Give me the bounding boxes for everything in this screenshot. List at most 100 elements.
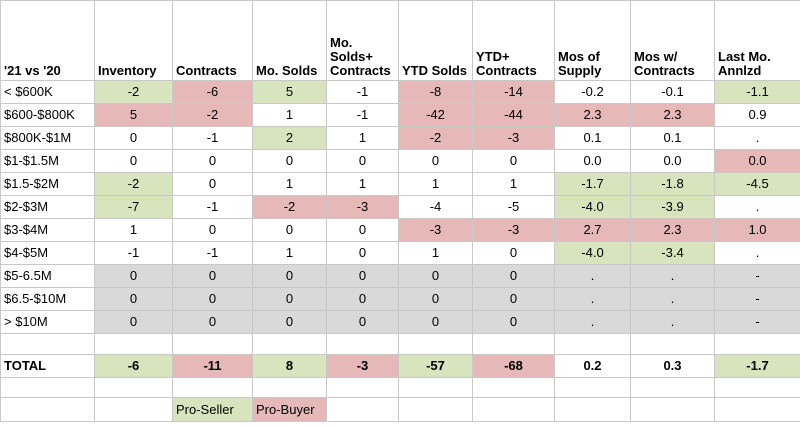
table-row: $2-$3M -7 -1 -2 -3 -4 -5 -4.0 -3.9. <box>0 195 800 219</box>
table-cell: -1.8 <box>630 172 715 196</box>
empty-cell <box>630 333 715 355</box>
table-cell: -1 <box>172 241 253 265</box>
row-label: $1.5-$2M <box>0 172 95 196</box>
table-row: < $600K -2 -6 5 -1 -8 -14 -0.2 -0.1 -1.1 <box>0 80 800 104</box>
table-cell: -1 <box>326 103 399 127</box>
empty-cell <box>326 397 399 422</box>
table-cell: 0.0 <box>630 149 715 173</box>
spacer-row <box>0 333 800 355</box>
table-cell: -6 <box>94 354 173 378</box>
table-cell: . <box>630 264 715 288</box>
table-cell: 1 <box>252 172 327 196</box>
table-cell: - <box>714 264 800 288</box>
table-cell: -3.9 <box>630 195 715 219</box>
table-row: $4-$5M -1 -1 1 0 1 0 -4.0 -3.4. <box>0 241 800 265</box>
table-cell: -8 <box>398 80 473 104</box>
table-cell: 0 <box>252 287 327 311</box>
table-cell: -5 <box>472 195 555 219</box>
table-cell: 0 <box>326 149 399 173</box>
total-row: TOTAL -6 -11 8 -3 -57 -68 0.2 0.3 -1.7 <box>0 354 800 378</box>
empty-cell <box>94 397 173 422</box>
legend-pro-buyer: Pro-Buyer <box>252 397 327 422</box>
table-cell: -1 <box>172 195 253 219</box>
table-cell: - <box>714 310 800 334</box>
table-cell: -2 <box>172 103 253 127</box>
table-cell: 0 <box>472 149 555 173</box>
row-label: $4-$5M <box>0 241 95 265</box>
legend-pro-seller: Pro-Seller <box>172 397 253 422</box>
table-cell: 0 <box>326 218 399 242</box>
table-cell: 0 <box>326 241 399 265</box>
table-cell: -3 <box>472 126 555 150</box>
empty-cell <box>252 333 327 355</box>
table-cell: 0 <box>472 287 555 311</box>
column-header: Mo. Solds <box>252 0 327 81</box>
table-row: $5-6.5M 0 0 0 0 0 0.. - <box>0 264 800 288</box>
table-cell: -7 <box>94 195 173 219</box>
table-cell: 1 <box>398 241 473 265</box>
table-cell: . <box>714 241 800 265</box>
row-label: < $600K <box>0 80 95 104</box>
table-cell: 0.9 <box>714 103 800 127</box>
empty-cell <box>554 377 631 398</box>
table-cell: 1 <box>472 172 555 196</box>
table-cell: -1.7 <box>554 172 631 196</box>
empty-cell <box>714 397 800 422</box>
table-cell: -3 <box>472 218 555 242</box>
table-cell: 0 <box>172 287 253 311</box>
column-header: Last Mo. Annlzd <box>714 0 800 81</box>
table-cell: -4 <box>398 195 473 219</box>
table-cell: 0.2 <box>554 354 631 378</box>
table-cell: 0 <box>172 310 253 334</box>
column-header: Mos w/ Contracts <box>630 0 715 81</box>
table-row: $6.5-$10M 0 0 0 0 0 0.. - <box>0 287 800 311</box>
table-cell: -3 <box>326 195 399 219</box>
table-cell: 0.0 <box>554 149 631 173</box>
empty-cell <box>714 333 800 355</box>
header-period: '21 vs '20 <box>0 0 95 81</box>
row-label: > $10M <box>0 310 95 334</box>
table-row: $800K-$1M 0 -1 2 1 -2 -3 0.1 0.1. <box>0 126 800 150</box>
empty-cell <box>0 397 95 422</box>
empty-cell <box>172 333 253 355</box>
table-cell: 2.3 <box>554 103 631 127</box>
table-cell: -6 <box>172 80 253 104</box>
table-cell: 1 <box>326 172 399 196</box>
table-cell: . <box>714 126 800 150</box>
table-cell: 5 <box>94 103 173 127</box>
table-cell: -3 <box>398 218 473 242</box>
table-cell: -1.1 <box>714 80 800 104</box>
column-header: Mos of Supply <box>554 0 631 81</box>
empty-cell <box>398 377 473 398</box>
table-cell: 2.3 <box>630 103 715 127</box>
table-cell: 0 <box>398 264 473 288</box>
table-cell: -1 <box>172 126 253 150</box>
table-cell: 0 <box>326 310 399 334</box>
table-cell: -2 <box>398 126 473 150</box>
table-cell: -1 <box>94 241 173 265</box>
table-cell: -42 <box>398 103 473 127</box>
column-header: YTD+ Contracts <box>472 0 555 81</box>
table-cell: -0.1 <box>630 80 715 104</box>
table-cell: 0 <box>252 310 327 334</box>
table-cell: 1 <box>326 126 399 150</box>
row-label: TOTAL <box>0 354 95 378</box>
table-cell: -44 <box>472 103 555 127</box>
table-cell: 2.3 <box>630 218 715 242</box>
empty-cell <box>398 333 473 355</box>
table-cell: 0 <box>472 264 555 288</box>
table-cell: 0 <box>326 264 399 288</box>
column-header: Mo. Solds+ Contracts <box>326 0 399 81</box>
table-cell: -3.4 <box>630 241 715 265</box>
table-cell: 0 <box>94 310 173 334</box>
table-cell: -0.2 <box>554 80 631 104</box>
table-cell: 0 <box>172 149 253 173</box>
table-cell: 0 <box>398 310 473 334</box>
table-cell: 0.3 <box>630 354 715 378</box>
table-cell: - <box>714 287 800 311</box>
table-cell: 0.0 <box>714 149 800 173</box>
table-cell: -68 <box>472 354 555 378</box>
empty-cell <box>714 377 800 398</box>
table-cell: . <box>554 310 631 334</box>
table-row: $3-$4M 1 0 0 0 -3 -3 2.7 2.3 1.0 <box>0 218 800 242</box>
